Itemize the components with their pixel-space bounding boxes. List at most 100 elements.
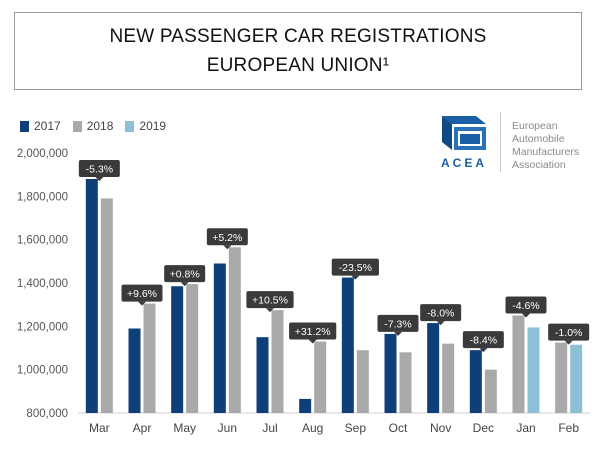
change-label-box — [548, 323, 590, 341]
y-tick-label: 1,400,000 — [17, 278, 68, 290]
change-label-box — [121, 284, 163, 302]
x-tick-label: Jun — [218, 421, 237, 435]
change-label-box — [331, 258, 379, 276]
legend-item-2019: 2019 — [125, 119, 166, 133]
bar-2017-nov — [427, 323, 440, 413]
change-label-pointer — [394, 331, 402, 336]
x-tick-label: Jan — [516, 421, 535, 435]
bar-2019-feb — [570, 344, 583, 413]
change-label-box — [78, 160, 120, 177]
y-tick-label: 1,600,000 — [17, 235, 68, 247]
change-label-pointer — [522, 313, 530, 318]
bar-2017-jun — [213, 263, 226, 413]
acea-logo: ACEA European Automobile Manufacturers A… — [436, 112, 596, 174]
x-tick-label: May — [173, 421, 196, 435]
chart-title-line2: EUROPEAN UNION¹ — [206, 55, 390, 76]
chart-title-box: NEW PASSENGER CAR REGISTRATIONS EUROPEAN… — [14, 12, 582, 90]
legend-swatch-2018 — [72, 120, 82, 132]
change-label-pointer — [223, 245, 232, 250]
bar-2017-dec — [469, 350, 482, 413]
bar-2018-nov — [442, 343, 455, 413]
bar-2017-jul — [256, 337, 269, 413]
bar-2017-aug — [299, 398, 312, 413]
bar-2018-aug — [314, 341, 327, 413]
bar-2019-jan — [527, 327, 540, 413]
legend-swatch-2017 — [20, 120, 29, 132]
legend-label-2019: 2019 — [139, 119, 167, 133]
bar-2018-apr — [143, 303, 156, 413]
bar-2018-jul — [271, 310, 284, 413]
change-label: -1.0% — [555, 327, 582, 339]
legend-label-2018: 2018 — [86, 119, 114, 133]
change-label: +5.2% — [212, 232, 242, 244]
bar-2018-sep — [356, 350, 369, 413]
change-label-box — [377, 314, 419, 332]
x-tick-label: Sep — [345, 421, 367, 435]
change-label-pointer — [436, 321, 445, 326]
bar-2018-oct — [399, 352, 412, 413]
x-tick-label: Aug — [302, 421, 323, 435]
bar-2017-apr — [128, 328, 141, 413]
change-label-pointer — [180, 282, 189, 287]
acea-name-line-3: Manufacturers — [512, 146, 580, 158]
y-tick-label: 1,000,000 — [17, 365, 68, 377]
change-label-pointer — [266, 308, 274, 313]
change-label: +10.5% — [252, 295, 288, 307]
change-label: -5.3% — [86, 164, 113, 176]
legend-item-2017: 2017 — [20, 119, 61, 133]
change-label: -23.5% — [339, 262, 372, 274]
change-label: -4.6% — [512, 300, 539, 312]
bar-2018-mar — [100, 198, 113, 413]
chart-title-line1: NEW PASSENGER CAR REGISTRATIONS — [109, 26, 487, 47]
bar-2017-sep — [341, 277, 354, 413]
bar-2018-jun — [228, 247, 241, 413]
bar-2018-may — [186, 284, 199, 413]
change-label: +31.2% — [295, 326, 331, 338]
acea-separator — [500, 112, 501, 172]
change-label-pointer — [351, 275, 360, 280]
bar-2017-may — [171, 286, 184, 413]
change-label-pointer — [95, 177, 104, 181]
change-label-box — [505, 296, 547, 314]
x-tick-label: Nov — [430, 421, 451, 435]
acea-name-line-2: Automobile — [512, 133, 565, 145]
change-label: -8.4% — [470, 335, 497, 347]
y-tick-label: 1,800,000 — [17, 191, 68, 203]
change-label-box — [164, 265, 206, 283]
change-label-pointer — [138, 301, 146, 306]
x-tick-label: Dec — [473, 421, 494, 435]
acea-acronym: ACEA — [440, 156, 487, 170]
y-tick-label: 2,000,000 — [17, 148, 68, 160]
y-tick-label: 800,000 — [26, 408, 68, 420]
change-label-box — [246, 291, 294, 309]
bar-2017-mar — [85, 179, 98, 413]
change-label-pointer — [308, 339, 317, 344]
x-tick-label: Oct — [389, 421, 408, 435]
acea-name-line-4: Association — [512, 159, 566, 171]
bar-2018-dec — [484, 369, 497, 413]
legend-label-2017: 2017 — [34, 119, 61, 133]
change-label-box — [289, 322, 337, 340]
change-label-pointer — [479, 348, 488, 353]
legend-swatch-2019 — [125, 120, 135, 132]
legend-item-2018: 2018 — [72, 119, 114, 133]
x-tick-label: Jul — [262, 421, 277, 435]
legend: 2017 2018 2019 — [20, 119, 166, 133]
change-label: +9.6% — [127, 288, 157, 300]
y-tick-label: 1,200,000 — [17, 321, 68, 333]
x-tick-label: Mar — [89, 421, 110, 435]
acea-fullname: European Automobile Manufacturers Associ… — [512, 120, 579, 172]
change-label-box — [462, 331, 504, 349]
bar-2017-oct — [384, 333, 397, 413]
bar-2018-feb — [555, 342, 568, 413]
change-label: -7.3% — [384, 318, 411, 330]
change-label-pointer — [564, 340, 573, 345]
x-tick-label: Feb — [558, 421, 579, 435]
change-label: -8.0% — [427, 308, 454, 320]
change-label-box — [420, 304, 462, 322]
change-label: +0.8% — [170, 269, 200, 281]
bar-2018-jan — [512, 315, 525, 413]
change-label-box — [206, 228, 248, 246]
acea-name-line-1: European — [512, 120, 558, 132]
